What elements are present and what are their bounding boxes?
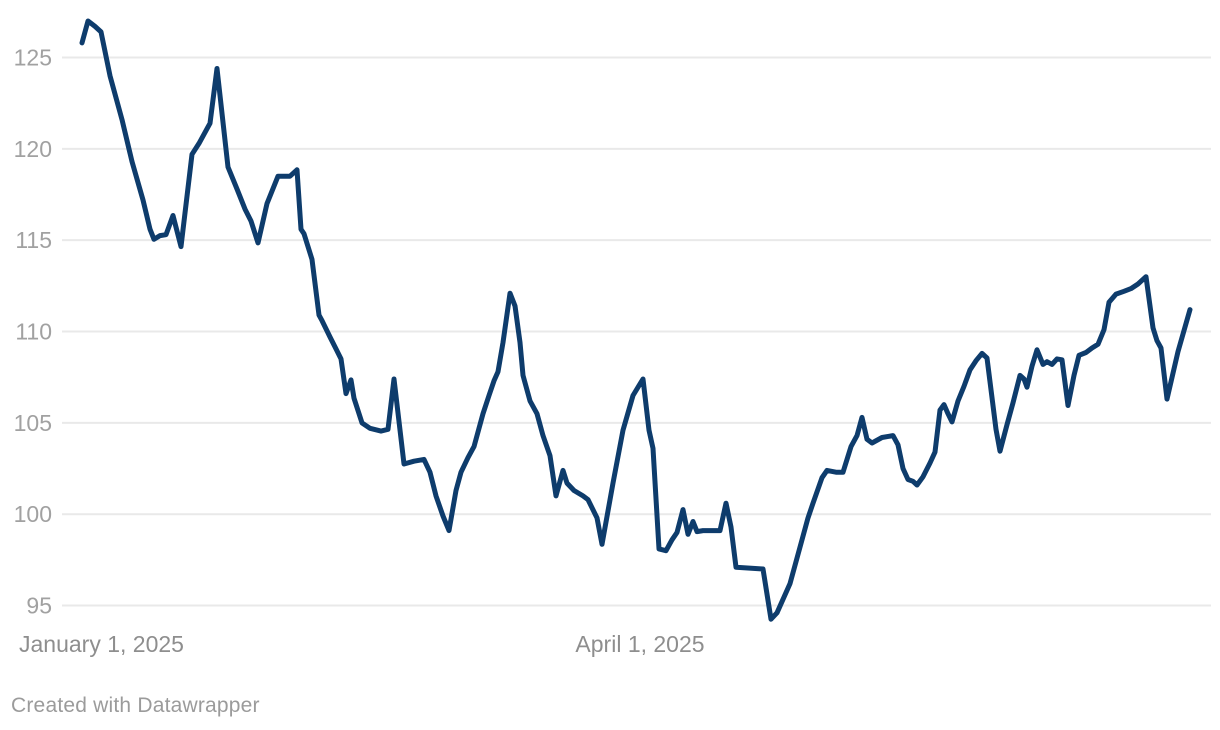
x-tick-label: April 1, 2025 [575, 631, 704, 657]
y-tick-label: 125 [14, 45, 52, 71]
datawrapper-credit: Created with Datawrapper [11, 694, 260, 717]
y-tick-label: 100 [14, 501, 52, 527]
y-tick-label: 115 [15, 227, 52, 253]
y-tick-label: 95 [26, 593, 52, 619]
y-tick-label: 105 [14, 410, 52, 436]
price-line [79, 18, 1193, 622]
y-tick-label: 120 [14, 136, 52, 162]
x-tick-label: January 1, 2025 [19, 631, 184, 657]
y-tick-label: 110 [15, 319, 52, 345]
